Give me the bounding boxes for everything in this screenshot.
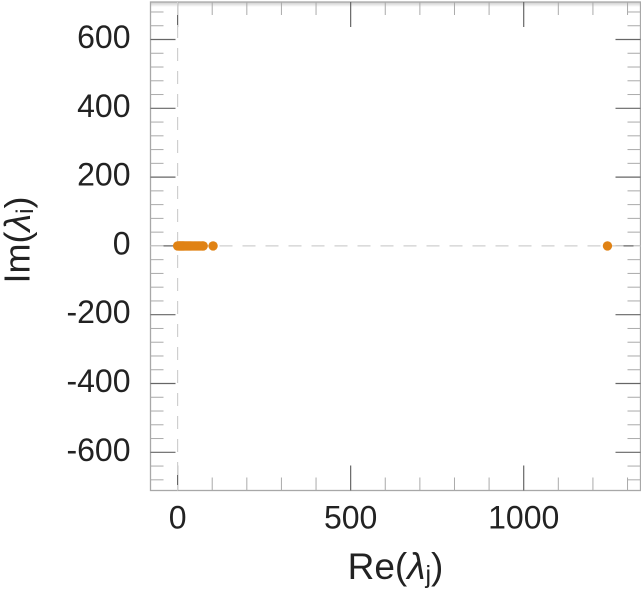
svg-text:0: 0 (113, 225, 131, 261)
svg-text:400: 400 (77, 88, 130, 124)
svg-text:-400: -400 (66, 363, 130, 399)
svg-text:500: 500 (324, 500, 377, 536)
svg-text:Im(λi): Im(λi) (0, 196, 39, 283)
svg-text:-200: -200 (66, 294, 130, 330)
svg-text:600: 600 (77, 19, 130, 55)
svg-text:Re(λj): Re(λj) (348, 546, 444, 589)
svg-text:200: 200 (77, 157, 130, 193)
svg-text:-600: -600 (66, 432, 130, 468)
svg-text:1000: 1000 (488, 500, 559, 536)
svg-text:0: 0 (169, 500, 187, 536)
